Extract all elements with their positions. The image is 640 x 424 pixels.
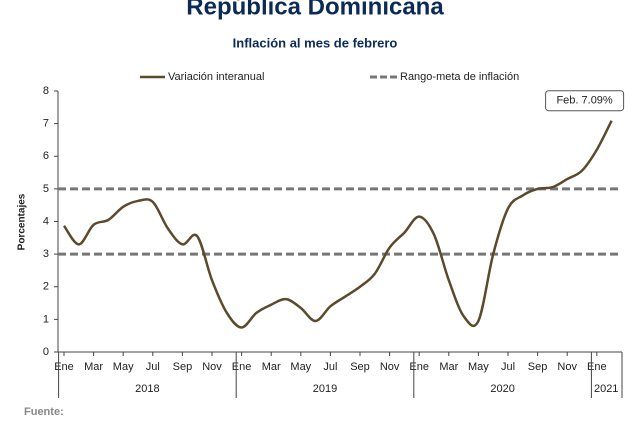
year-label: 2021 — [594, 383, 618, 395]
x-tick-label: May — [113, 361, 134, 373]
y-tick-label: 7 — [43, 118, 49, 130]
annotation-box — [545, 90, 625, 112]
y-tick-label: 5 — [43, 183, 49, 195]
legend-label: Variación interanual — [168, 71, 264, 83]
y-tick-label: 6 — [43, 150, 49, 162]
x-tick-label: Ene — [587, 361, 607, 373]
x-tick-label: Mar — [262, 361, 281, 373]
series-line — [62, 120, 613, 329]
x-tick-label: Nov — [202, 361, 222, 373]
y-tick-label: 4 — [43, 215, 49, 227]
x-tick-label: Nov — [557, 361, 577, 373]
year-label: 2018 — [135, 383, 159, 395]
chart-subtitle: Inflación al mes de febrero — [233, 35, 398, 50]
x-tick-label: Jul — [323, 361, 337, 373]
x-tick-label: Nov — [380, 361, 400, 373]
year-label: 2019 — [313, 383, 337, 395]
annotation: Feb. 7.09% — [556, 95, 612, 107]
x-tick-label: Sep — [173, 361, 193, 373]
y-axis-label: Porcentajes — [17, 193, 28, 250]
x-tick-label: Ene — [409, 361, 429, 373]
x-tick-label: Sep — [350, 361, 370, 373]
y-tick-label: 8 — [43, 85, 49, 97]
x-tick-label: Mar — [439, 361, 458, 373]
y-tick-label: 3 — [43, 248, 49, 260]
x-tick-label: May — [290, 361, 311, 373]
legend-label: Rango-meta de inflación — [400, 71, 519, 83]
x-tick-label: Jul — [501, 361, 515, 373]
footer: Fuente: — [24, 406, 64, 418]
y-tick-label: 1 — [43, 313, 49, 325]
x-tick-label: May — [468, 361, 489, 373]
year-label: 2020 — [490, 383, 514, 395]
y-tick-label: 2 — [43, 281, 49, 293]
x-tick-label: Ene — [54, 361, 74, 373]
x-tick-label: Sep — [528, 361, 548, 373]
y-tick-label: 0 — [43, 346, 49, 358]
chart-title: República Dominicana — [186, 0, 444, 20]
x-tick-label: Ene — [232, 361, 252, 373]
x-tick-label: Mar — [84, 361, 103, 373]
x-tick-label: Jul — [146, 361, 160, 373]
